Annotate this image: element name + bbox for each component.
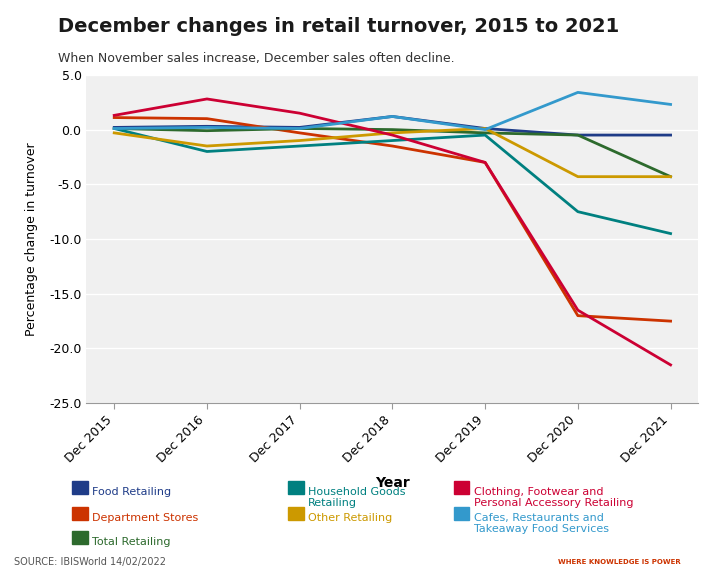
Text: Total Retailing: Total Retailing bbox=[92, 537, 171, 547]
Text: SOURCE: IBISWorld 14/02/2022: SOURCE: IBISWorld 14/02/2022 bbox=[14, 558, 166, 567]
Text: Food Retailing: Food Retailing bbox=[92, 487, 171, 497]
Text: WHERE KNOWLEDGE IS POWER: WHERE KNOWLEDGE IS POWER bbox=[558, 559, 680, 565]
Text: Other Retailing: Other Retailing bbox=[308, 513, 392, 522]
Text: Cafes, Restaurants and
Takeaway Food Services: Cafes, Restaurants and Takeaway Food Ser… bbox=[474, 513, 609, 535]
X-axis label: Year: Year bbox=[375, 476, 410, 490]
Text: World: World bbox=[664, 535, 718, 553]
Text: Clothing, Footwear and
Personal Accessory Retailing: Clothing, Footwear and Personal Accessor… bbox=[474, 487, 634, 508]
Text: Department Stores: Department Stores bbox=[92, 513, 199, 522]
Text: Household Goods
Retailing: Household Goods Retailing bbox=[308, 487, 405, 508]
Text: When November sales increase, December sales often decline.: When November sales increase, December s… bbox=[58, 52, 454, 65]
Y-axis label: Percentage change in turnover: Percentage change in turnover bbox=[25, 142, 38, 336]
Text: IBIS: IBIS bbox=[599, 535, 639, 553]
Text: December changes in retail turnover, 2015 to 2021: December changes in retail turnover, 201… bbox=[58, 17, 619, 36]
